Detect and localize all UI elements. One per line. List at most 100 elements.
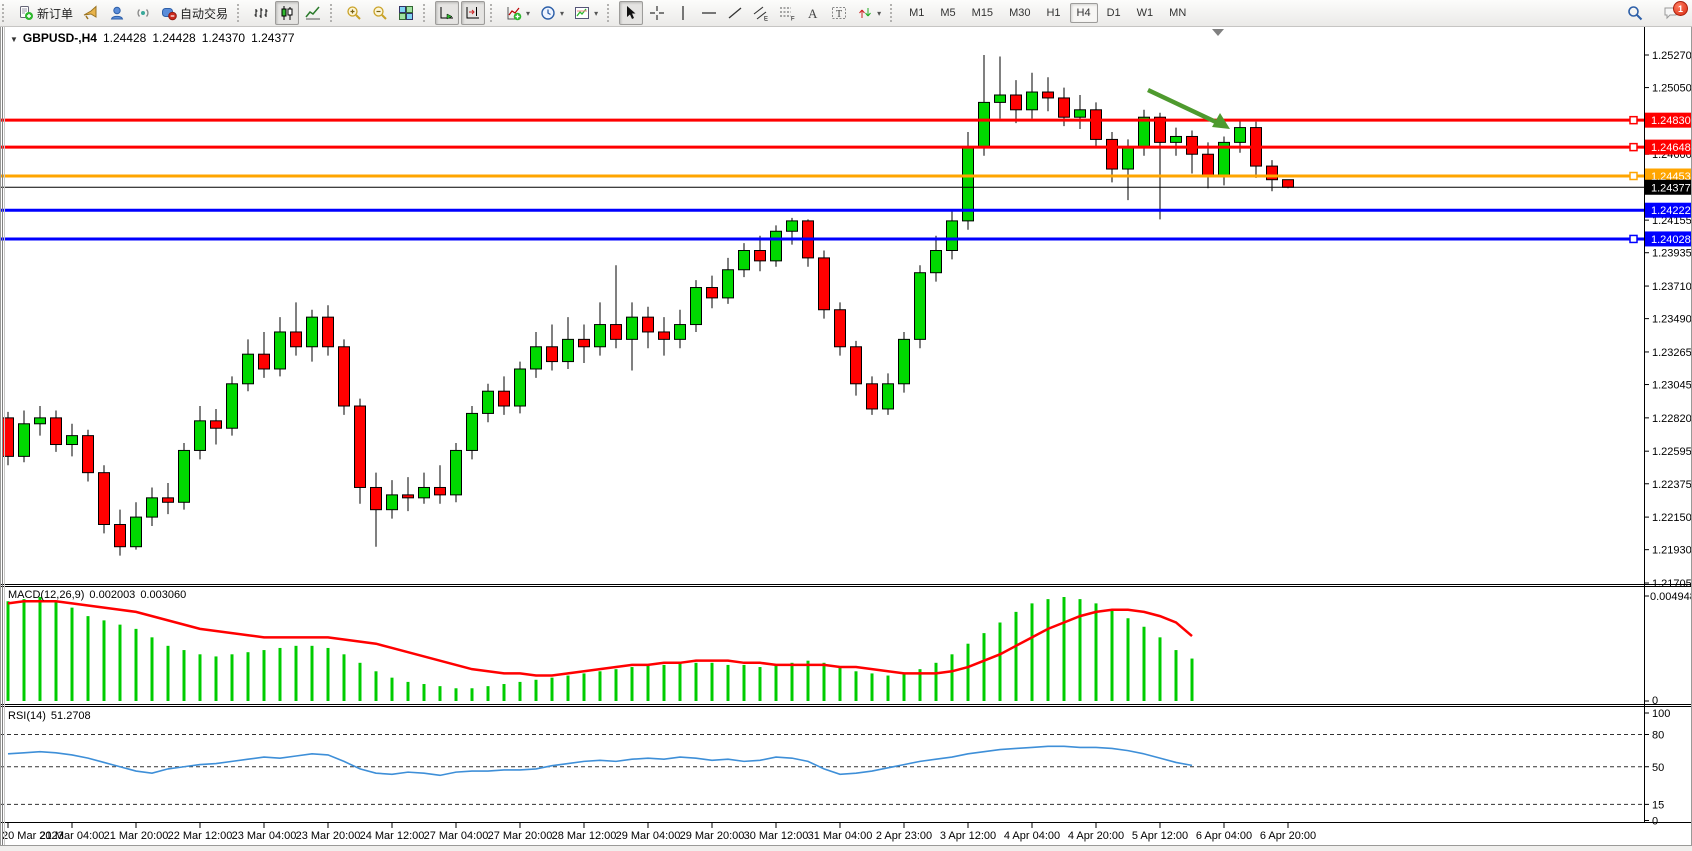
vertical-line-tool-button[interactable] bbox=[671, 1, 695, 25]
hline-1.24028[interactable] bbox=[0, 234, 1644, 244]
toolbar-group: 新订单 自动交易 bbox=[13, 0, 233, 26]
toolbar-grip bbox=[423, 4, 429, 22]
text-tool-button[interactable]: A bbox=[801, 1, 825, 25]
hline-1.24453[interactable] bbox=[0, 171, 1644, 181]
macd-axis-min: 0 bbox=[1652, 695, 1658, 707]
date-label: 29 Mar 04:00 bbox=[616, 830, 681, 842]
date-label: 20 Mar 2023 bbox=[2, 830, 64, 842]
rsi-line bbox=[7, 745, 1193, 777]
arrows-tool-button[interactable]: ▾ bbox=[853, 1, 885, 25]
horizontal-line-icon bbox=[702, 12, 717, 14]
timeframe-h1-button[interactable]: H1 bbox=[1046, 7, 1061, 19]
chart-shift-icon bbox=[466, 7, 480, 19]
search-button[interactable] bbox=[1623, 1, 1647, 25]
date-label: 4 Apr 04:00 bbox=[1004, 830, 1060, 842]
tile-windows-icon bbox=[399, 6, 414, 20]
toolbar-grip bbox=[607, 4, 613, 22]
indicators-icon bbox=[507, 7, 522, 21]
svg-text:F: F bbox=[791, 17, 795, 22]
ohlc-open: 1.24428 bbox=[102, 31, 147, 45]
auto-scroll-button[interactable] bbox=[435, 1, 460, 25]
candlestick-mode-button[interactable] bbox=[275, 1, 300, 25]
hline-1.24648[interactable] bbox=[0, 142, 1644, 152]
tile-windows-button[interactable] bbox=[394, 1, 418, 25]
timeframe-w1-button[interactable]: W1 bbox=[1136, 7, 1154, 19]
toolbar-group bbox=[434, 0, 486, 26]
date-label: 21 Mar 04:00 bbox=[40, 830, 105, 842]
zoom-in-button[interactable] bbox=[342, 1, 366, 25]
crosshair-tool-button[interactable] bbox=[645, 1, 669, 25]
templates-list-button[interactable]: ▾ bbox=[570, 1, 602, 25]
timeframe-h4-button[interactable]: H4 bbox=[1069, 3, 1098, 23]
periods-list-button[interactable]: ▾ bbox=[536, 1, 568, 25]
date-label: 23 Mar 20:00 bbox=[296, 830, 361, 842]
svg-text:E: E bbox=[764, 17, 768, 22]
signal-icon bbox=[137, 9, 149, 17]
profile-button[interactable] bbox=[105, 1, 129, 25]
hline-1.24830[interactable] bbox=[0, 115, 1644, 125]
trend-arrow[interactable] bbox=[1147, 87, 1230, 129]
signals-button[interactable] bbox=[131, 1, 155, 25]
timeframe-m30-button[interactable]: M30 bbox=[1009, 7, 1031, 19]
shift-marker-icon[interactable] bbox=[1212, 29, 1224, 36]
fibonacci-tool-button[interactable]: F bbox=[775, 1, 799, 25]
date-label: 6 Apr 20:00 bbox=[1260, 830, 1316, 842]
price-label-box-1.24830: 1.24830 bbox=[1645, 112, 1692, 128]
price-label-box-1.24028: 1.24028 bbox=[1645, 231, 1692, 247]
price-tick-label: 1.22150 bbox=[1652, 512, 1692, 524]
timeframe-m15-button[interactable]: M15 bbox=[971, 7, 994, 19]
toolbar-grip bbox=[890, 4, 896, 22]
symbol-timeframe: GBPUSD-,H4 bbox=[22, 31, 97, 45]
equidistant-channel-tool-button[interactable]: E bbox=[749, 1, 773, 25]
line-chart-mode-button[interactable] bbox=[301, 1, 325, 25]
candlestick-icon bbox=[281, 6, 293, 20]
horizontal-line-tool-button[interactable] bbox=[697, 1, 721, 25]
auto-trading-button[interactable]: 自动交易 bbox=[157, 1, 232, 25]
date-label: 29 Mar 20:00 bbox=[680, 830, 745, 842]
chevron-down-icon[interactable]: ▾ bbox=[560, 8, 565, 18]
price-tick-label: 1.23045 bbox=[1652, 380, 1692, 392]
alerts-button[interactable] bbox=[79, 1, 103, 25]
notifications-button[interactable]: 1 bbox=[1659, 1, 1688, 25]
equidistant-channel-icon: E bbox=[753, 6, 768, 22]
fibonacci-icon: F bbox=[780, 7, 795, 22]
date-label: 6 Apr 04:00 bbox=[1196, 830, 1252, 842]
price-label-text: 1.24222 bbox=[1651, 205, 1691, 217]
price-label-text: 1.24830 bbox=[1651, 115, 1691, 127]
timeframe-m1-button[interactable]: M1 bbox=[909, 7, 925, 19]
chart-shift-button[interactable] bbox=[461, 1, 486, 25]
candles bbox=[2, 55, 1294, 556]
bar-chart-icon bbox=[254, 8, 268, 18]
chevron-down-icon[interactable]: ▾ bbox=[526, 8, 531, 18]
trendline-tool-button[interactable] bbox=[723, 1, 747, 25]
rsi-pane bbox=[0, 734, 1644, 805]
ohlc-close: 1.24377 bbox=[251, 31, 295, 45]
cursor-tool-button[interactable] bbox=[619, 1, 644, 25]
date-label: 5 Apr 12:00 bbox=[1132, 830, 1188, 842]
indicators-list-button[interactable]: ▾ bbox=[502, 1, 534, 25]
price-tick-label: 1.21930 bbox=[1652, 545, 1692, 557]
chevron-down-icon[interactable]: ▾ bbox=[594, 8, 599, 18]
text-label-icon: T bbox=[832, 7, 847, 20]
rsi-axis-label: 50 bbox=[1652, 762, 1664, 774]
new-order-button[interactable]: 新订单 bbox=[14, 1, 77, 25]
timeframe-d1-button[interactable]: D1 bbox=[1106, 7, 1121, 19]
price-axis[interactable]: 1.252701.250501.246001.241551.239351.237… bbox=[1644, 27, 1692, 828]
timeframe-m5-button[interactable]: M5 bbox=[940, 7, 956, 19]
toolbar-grip bbox=[490, 4, 496, 22]
timeframe-mn-button[interactable]: MN bbox=[1169, 7, 1187, 19]
bar-chart-mode-button[interactable] bbox=[249, 1, 273, 25]
timeframe-group: M1 M5 M15 M30 H1 H4 D1 W1 MN bbox=[901, 0, 1194, 26]
text-label-tool-button[interactable]: T bbox=[827, 1, 851, 25]
collapse-arrow-icon[interactable]: ▼ bbox=[10, 35, 18, 44]
svg-text:A: A bbox=[808, 6, 818, 21]
chart-title: ▼ GBPUSD-,H4 1.24428 1.24428 1.24370 1.24377 bbox=[10, 31, 295, 45]
zoom-out-button[interactable] bbox=[368, 1, 392, 25]
date-label: 4 Apr 20:00 bbox=[1068, 830, 1124, 842]
chevron-down-icon[interactable]: ▾ bbox=[877, 8, 882, 18]
auto-scroll-icon bbox=[440, 7, 454, 20]
price-tick-label: 1.22595 bbox=[1652, 446, 1692, 458]
vertical-line-icon bbox=[682, 6, 684, 20]
